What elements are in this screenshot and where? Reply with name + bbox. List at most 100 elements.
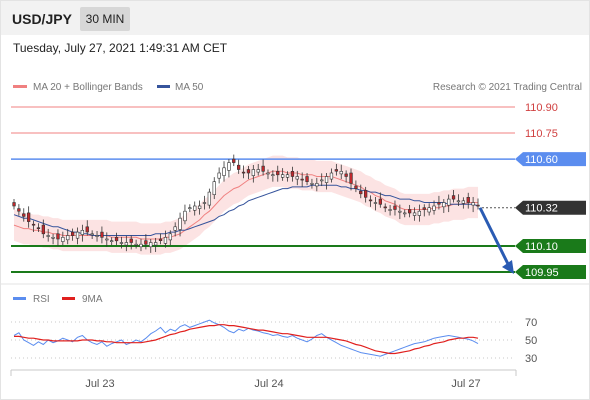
candle bbox=[90, 233, 94, 236]
timestamp: Tuesday, July 27, 2021 1:49:31 AM CET bbox=[13, 41, 228, 55]
candle bbox=[80, 230, 85, 235]
candle bbox=[193, 205, 197, 211]
candle bbox=[212, 181, 216, 195]
candle bbox=[31, 223, 36, 226]
candle bbox=[285, 174, 290, 178]
level-tag-109.95 bbox=[515, 265, 586, 279]
ma20-legend-swatch bbox=[13, 85, 27, 88]
candle bbox=[26, 212, 31, 222]
candle bbox=[266, 172, 270, 175]
candle bbox=[378, 198, 383, 205]
candle bbox=[412, 212, 417, 216]
candle bbox=[368, 199, 373, 202]
candle bbox=[256, 169, 260, 173]
candle bbox=[119, 242, 124, 244]
candle bbox=[144, 240, 148, 245]
rsi-legend-swatch bbox=[13, 297, 26, 300]
timeframe-badge[interactable]: 30 MIN bbox=[80, 7, 130, 31]
candle bbox=[437, 202, 441, 205]
candle bbox=[207, 191, 212, 206]
candle bbox=[12, 202, 16, 207]
level-label-110.10: 110.10 bbox=[525, 241, 558, 253]
candle bbox=[417, 210, 422, 216]
level-label-109.95: 109.95 bbox=[525, 267, 559, 279]
candle bbox=[217, 172, 221, 179]
candle bbox=[241, 171, 246, 174]
candle bbox=[61, 237, 65, 242]
symbol-label: USD/JPY bbox=[12, 11, 72, 27]
candle bbox=[422, 207, 426, 210]
candle bbox=[466, 197, 470, 203]
candle bbox=[232, 158, 236, 163]
candle bbox=[271, 174, 275, 176]
forecast-arrow-head bbox=[502, 260, 514, 274]
candle bbox=[280, 174, 285, 178]
candle bbox=[95, 235, 99, 237]
rsi-tick-30: 30 bbox=[525, 353, 537, 365]
candle bbox=[315, 183, 319, 187]
candle bbox=[363, 190, 368, 198]
ma50-line bbox=[13, 184, 479, 236]
candle bbox=[178, 217, 182, 230]
ma50-legend-label: MA 50 bbox=[175, 82, 204, 93]
candle bbox=[310, 183, 314, 185]
candle bbox=[471, 202, 475, 206]
candle bbox=[344, 173, 348, 177]
candle bbox=[407, 209, 412, 214]
candle bbox=[154, 242, 158, 246]
rsi-tick-70: 70 bbox=[525, 317, 537, 329]
candle bbox=[158, 238, 163, 242]
candle bbox=[149, 242, 153, 248]
candle bbox=[163, 237, 168, 244]
candle bbox=[129, 238, 133, 243]
candle bbox=[237, 164, 241, 170]
candle bbox=[476, 204, 480, 207]
candle bbox=[110, 240, 114, 242]
candle bbox=[388, 209, 392, 211]
candle bbox=[198, 205, 202, 209]
candle bbox=[339, 171, 343, 175]
rsi-ma-line bbox=[14, 324, 479, 355]
candle bbox=[447, 198, 451, 206]
candle bbox=[246, 169, 251, 174]
candle bbox=[124, 242, 129, 246]
candle bbox=[329, 172, 334, 180]
candle bbox=[354, 185, 358, 189]
candle bbox=[51, 237, 55, 239]
candle bbox=[139, 243, 143, 248]
candle bbox=[227, 162, 231, 171]
candle bbox=[295, 176, 299, 180]
candle bbox=[202, 202, 207, 204]
candle bbox=[173, 226, 177, 231]
candle bbox=[320, 179, 324, 182]
candle bbox=[46, 235, 50, 237]
ma50-legend-swatch bbox=[157, 85, 170, 88]
forecast-arrow-shaft bbox=[478, 207, 512, 269]
rsi-legend-label: RSI bbox=[33, 294, 50, 305]
candle bbox=[222, 167, 226, 176]
candle bbox=[168, 233, 173, 241]
candle bbox=[66, 235, 70, 241]
candle bbox=[300, 178, 304, 181]
candle bbox=[100, 231, 104, 238]
candle bbox=[17, 208, 21, 212]
level-label-110.75: 110.75 bbox=[525, 128, 558, 140]
x-tick-label: Jul 27 bbox=[451, 378, 480, 390]
candle bbox=[36, 227, 41, 229]
x-tick-label: Jul 24 bbox=[254, 378, 283, 390]
level-tag-110.60 bbox=[515, 152, 586, 167]
level-label-110.60: 110.60 bbox=[525, 154, 558, 166]
candle bbox=[451, 195, 456, 200]
x-tick-label: Jul 23 bbox=[85, 378, 114, 390]
bollinger-band bbox=[14, 155, 478, 255]
candle bbox=[349, 172, 353, 184]
candle bbox=[251, 169, 256, 176]
candle bbox=[71, 231, 75, 236]
candle bbox=[22, 213, 26, 217]
candle bbox=[114, 237, 119, 242]
candle bbox=[75, 231, 80, 239]
candle bbox=[461, 200, 466, 204]
candle bbox=[383, 206, 387, 209]
rsi-ma-legend-label: 9MA bbox=[82, 294, 103, 305]
candle bbox=[41, 224, 46, 235]
